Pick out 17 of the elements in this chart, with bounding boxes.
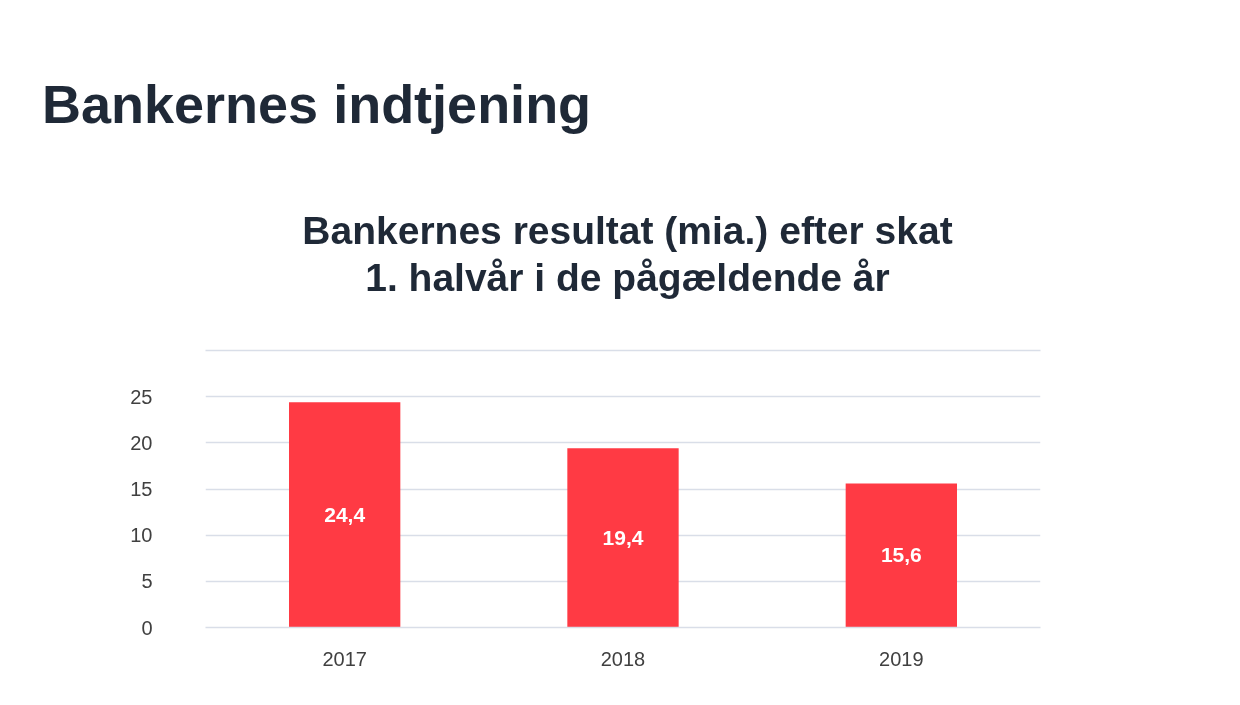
data-label: 15,6 — [880, 543, 922, 567]
y-tick-label: 10 — [130, 524, 153, 547]
chart-subtitle: Bankernes resultat (mia.) efter skat 1. halvår i de pågældende år — [302, 208, 953, 301]
y-tick-label: 5 — [141, 570, 153, 593]
data-label: 19,4 — [602, 525, 644, 549]
data-label: 24,4 — [324, 502, 366, 526]
y-tick-label: 0 — [141, 616, 153, 639]
bar — [845, 483, 957, 628]
x-tick-label: 2018 — [600, 647, 646, 670]
bar — [289, 402, 401, 628]
x-tick-label: 2017 — [322, 647, 367, 670]
y-tick-label: 15 — [130, 478, 153, 500]
y-tick-label: 20 — [130, 431, 153, 454]
x-tick-label: 2019 — [879, 647, 924, 670]
bar — [567, 448, 679, 628]
y-tick-label: 25 — [130, 385, 153, 408]
chart-title: Bankernes indtjening — [42, 74, 592, 134]
